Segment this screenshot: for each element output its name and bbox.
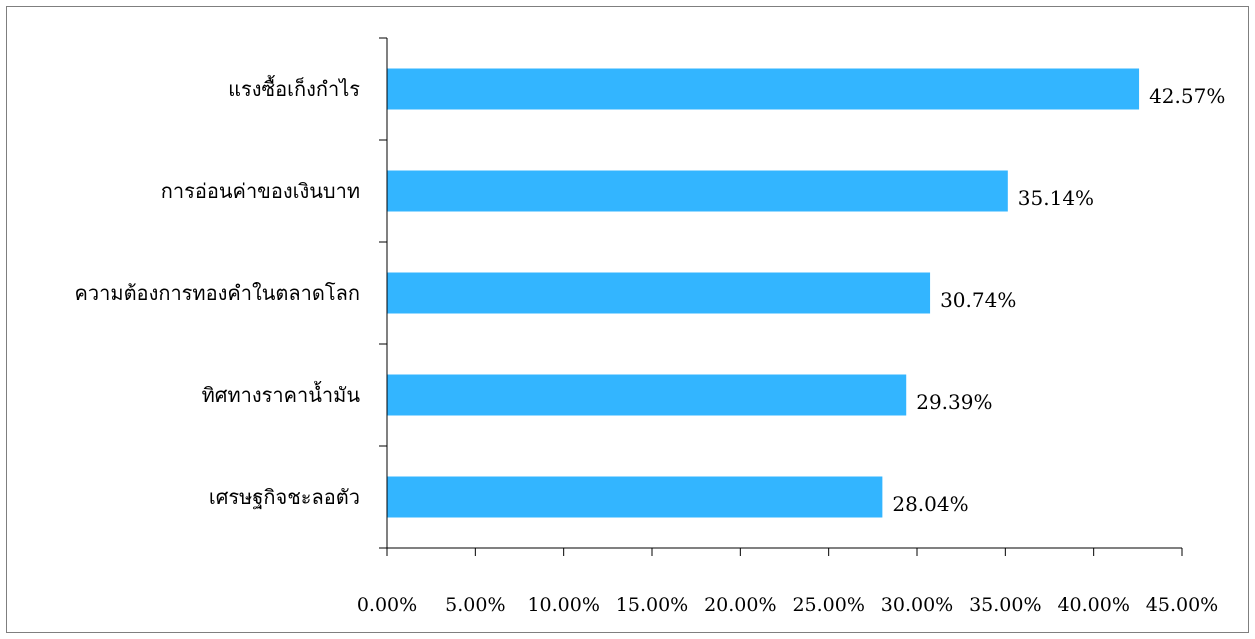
x-tick-label: 20.00% bbox=[704, 594, 776, 616]
data-label: 28.04% bbox=[892, 492, 968, 516]
x-tick-label: 10.00% bbox=[527, 594, 599, 616]
bar bbox=[387, 68, 1140, 110]
x-tick-label: 45.00% bbox=[1146, 594, 1218, 616]
data-label: 35.14% bbox=[1018, 186, 1094, 210]
x-tick-label: 30.00% bbox=[881, 594, 953, 616]
category-label: การอ่อนค่าของเงินบาท bbox=[161, 179, 360, 203]
data-label: 42.57% bbox=[1149, 84, 1225, 108]
chart-frame: 0.00% 5.00% 10.00% 15.00% 20.00% 25.00% 30.00%… bbox=[6, 6, 1249, 633]
bar-chart: 0.00% 5.00% 10.00% 15.00% 20.00% 25.00% 30.00%… bbox=[75, 37, 1226, 616]
bar bbox=[387, 374, 907, 416]
data-label: 30.74% bbox=[940, 288, 1016, 312]
bar bbox=[387, 476, 883, 518]
category-label: ทิศทางราคาน้ำมัน bbox=[202, 381, 361, 407]
x-tick-label: 35.00% bbox=[969, 594, 1041, 616]
x-tick-label: 5.00% bbox=[445, 594, 505, 616]
x-tick-label: 40.00% bbox=[1057, 594, 1129, 616]
data-label: 29.39% bbox=[916, 390, 992, 414]
category-label: แรงซื้อเก็งกำไร bbox=[228, 75, 360, 101]
category-label: เศรษฐกิจชะลอตัว bbox=[209, 485, 360, 509]
bars-layer bbox=[387, 68, 1140, 518]
x-tick-label: 0.00% bbox=[357, 594, 417, 616]
axes-layer bbox=[379, 37, 1183, 556]
bar bbox=[387, 170, 1008, 212]
x-tick-label: 15.00% bbox=[616, 594, 688, 616]
category-label: ความต้องการทองคำในตลาดโลก bbox=[75, 281, 360, 305]
bar bbox=[387, 272, 931, 314]
labels-layer: 0.00% 5.00% 10.00% 15.00% 20.00% 25.00% 30.00%… bbox=[75, 75, 1226, 616]
x-tick-label: 25.00% bbox=[792, 594, 864, 616]
